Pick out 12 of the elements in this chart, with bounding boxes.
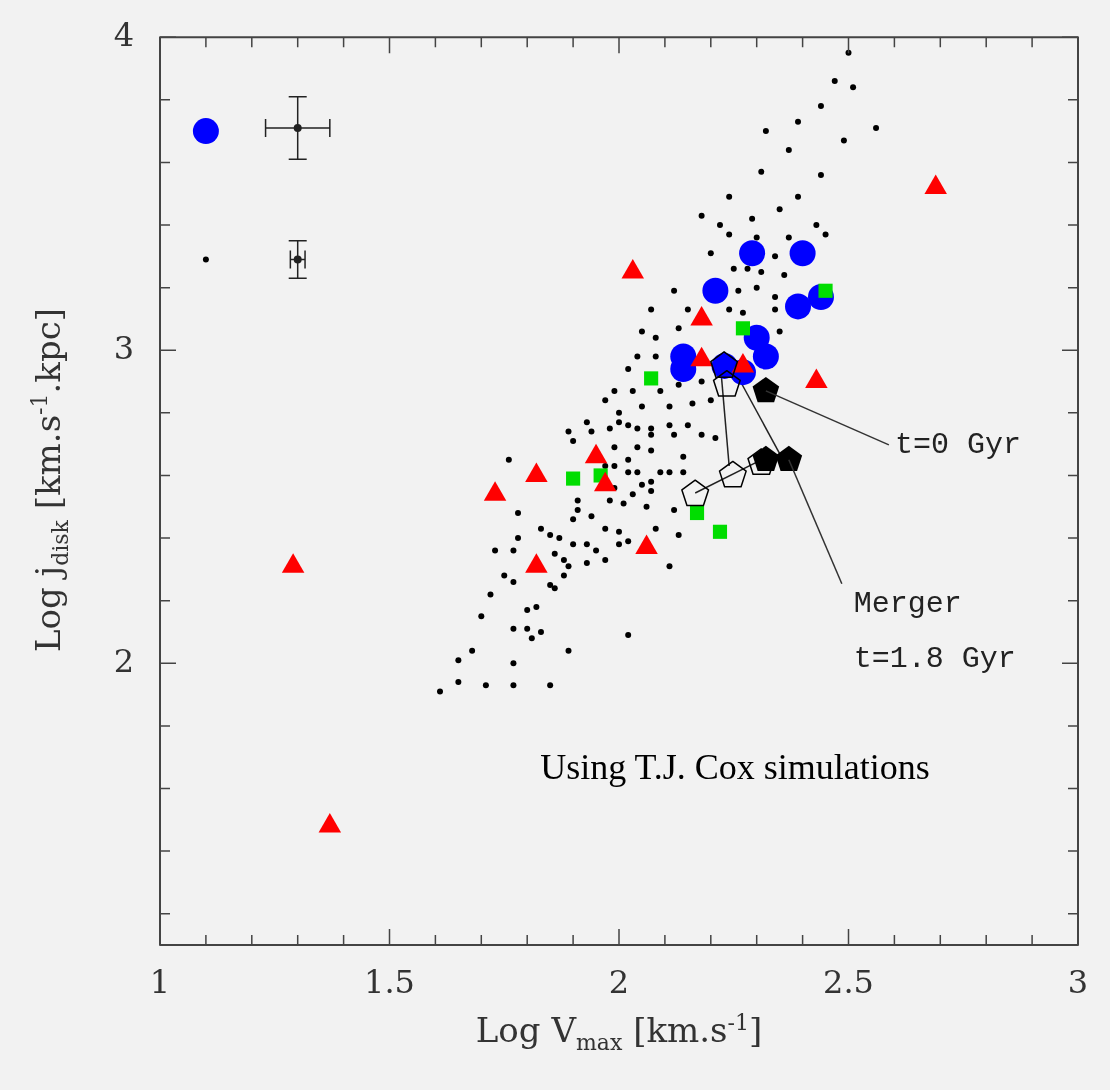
x-tick-label: 2.5 <box>823 962 874 1001</box>
annotation: t=0 Gyr <box>894 427 1021 462</box>
x-tick-label: 3 <box>1067 962 1089 1001</box>
x-tick-label: 2 <box>608 962 630 1001</box>
y-tick-label: 4 <box>113 15 134 54</box>
annotation: Merger t=1.8 Gyr <box>853 586 1016 676</box>
x-tick-label: 1 <box>149 962 171 1001</box>
x-axis-title: Log V$_{max}$ [km.s$^{-1}$] <box>475 1010 763 1056</box>
y-tick-label: 3 <box>113 328 134 367</box>
y-tick-label: 2 <box>113 641 134 680</box>
x-tick-label: 1.5 <box>364 962 415 1001</box>
annotation: Using T.J. Cox simulations <box>540 747 930 788</box>
